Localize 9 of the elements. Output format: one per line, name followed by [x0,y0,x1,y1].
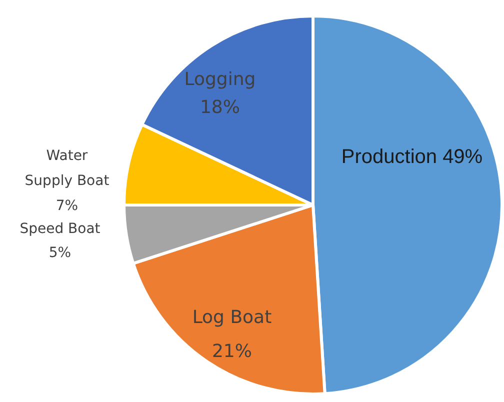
slice-label: Water Supply Boat [24,148,110,189]
slice-label: Speed Boat [20,220,101,237]
slice-label: Log Boat [192,306,272,328]
data-label: 18% [200,96,240,118]
data-label: 21% [212,340,252,362]
data-label: 7% [56,198,78,214]
slice-label: Logging [184,68,256,90]
slice-label: Production 49% [341,146,483,168]
data-label: 5% [48,244,72,261]
